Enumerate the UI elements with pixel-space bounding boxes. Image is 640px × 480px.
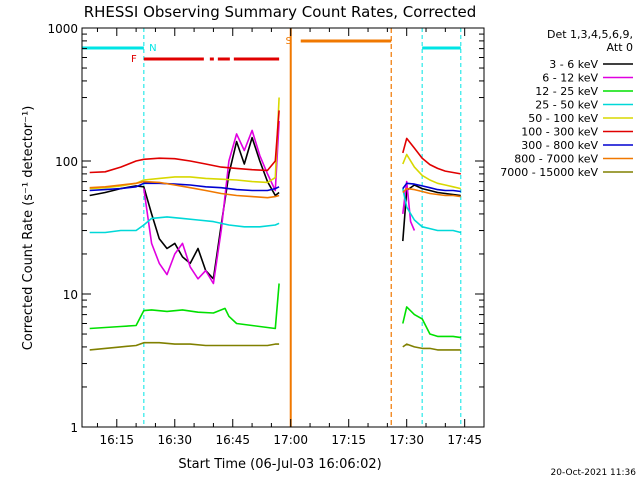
x-tick-layer: 16:15 16:30 16:45 17:00 17:15 17:30 17:45 bbox=[96, 28, 485, 447]
series-line-25-50-kev bbox=[89, 188, 462, 234]
x-tick-label-1745: 17:45 bbox=[447, 433, 482, 447]
series-line-800-7000-kev bbox=[89, 180, 461, 199]
series-layer bbox=[89, 97, 462, 351]
marker-layer: NF bbox=[82, 28, 462, 427]
x-axis-label: Start Time (06-Jul-03 16:06:02) bbox=[178, 457, 381, 472]
legend-header-line-2: Att 0 bbox=[607, 41, 633, 54]
legend-label-800-7000-kev: 800 - 7000 keV bbox=[514, 153, 598, 166]
y-tick-label-10: 10 bbox=[63, 288, 78, 302]
x-tick-label-1630: 16:30 bbox=[157, 433, 192, 447]
y-axis-label: Corrected Count Rate (s⁻¹ detector⁻¹) bbox=[21, 106, 36, 351]
y-tick-layer: 1 10 100 1000 bbox=[47, 22, 484, 435]
x-tick-label-1615: 16:15 bbox=[99, 433, 134, 447]
series-line-12-25-kev bbox=[89, 283, 461, 339]
legend-label-7000-15000-kev: 7000 - 15000 keV bbox=[500, 166, 598, 179]
legend-label-3-6-kev: 3 - 6 keV bbox=[549, 58, 598, 71]
y-tick-label-1: 1 bbox=[70, 421, 78, 435]
saa-layer: S bbox=[286, 28, 392, 427]
x-tick-label-1715: 17:15 bbox=[331, 433, 366, 447]
x-tick-label-1730: 17:30 bbox=[389, 433, 424, 447]
legend-label-50-100-kev: 50 - 100 keV bbox=[528, 112, 598, 125]
y-tick-label-100: 100 bbox=[55, 155, 78, 169]
legend-label-300-800-kev: 300 - 800 keV bbox=[521, 139, 598, 152]
legend-label-100-300-kev: 100 - 300 keV bbox=[521, 126, 598, 139]
x-tick-label-1700: 17:00 bbox=[273, 433, 308, 447]
night-marker-label: N bbox=[149, 43, 156, 54]
timestamp: 20-Oct-2021 11:36 bbox=[551, 468, 637, 478]
series-line-300-800-kev bbox=[89, 182, 461, 193]
flare-marker-label: F bbox=[131, 54, 137, 65]
plot-frame bbox=[81, 27, 485, 428]
legend-label-12-25-kev: 12 - 25 keV bbox=[535, 85, 598, 98]
series-line-100-300-kev bbox=[89, 110, 461, 175]
legend-label-6-12-kev: 6 - 12 keV bbox=[542, 72, 598, 85]
legend-header-line-1: Det 1,3,4,5,6,9, bbox=[547, 28, 633, 41]
legend-label-25-50-kev: 25 - 50 keV bbox=[535, 99, 598, 112]
chart-title: RHESSI Observing Summary Count Rates, Co… bbox=[84, 3, 477, 21]
saa-marker-label: S bbox=[286, 36, 292, 47]
series-line-7000-15000-kev bbox=[89, 341, 461, 351]
y-tick-label-1000: 1000 bbox=[47, 22, 78, 36]
x-tick-label-1645: 16:45 bbox=[215, 433, 250, 447]
plot-area: NF S 16:15 16:30 16:45 17:00 17:15 17:30 17:45… bbox=[47, 22, 485, 447]
